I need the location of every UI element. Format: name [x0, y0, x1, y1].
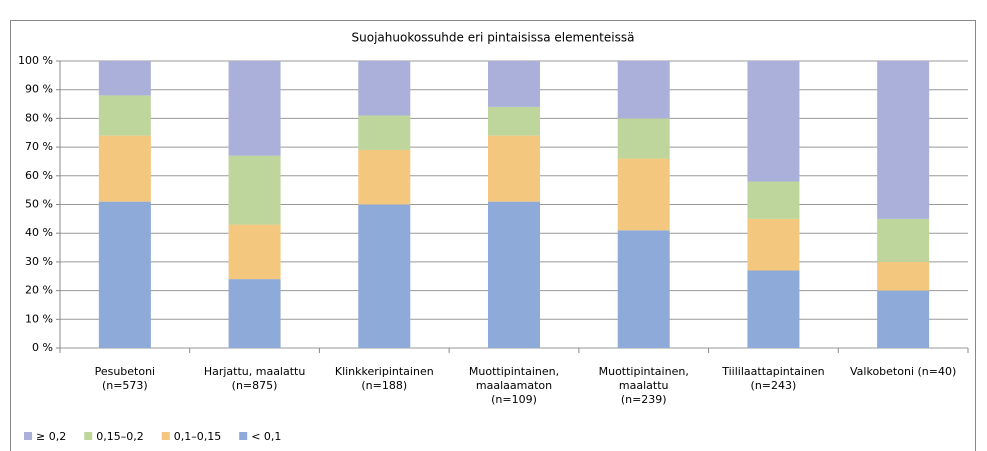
bar-segment	[877, 61, 930, 219]
bar-segment	[228, 155, 281, 225]
x-tick-label: Tiililaattapintainen	[721, 365, 824, 378]
bar-segment	[617, 61, 670, 119]
x-tick-label: Muottipintainen,	[599, 365, 689, 378]
y-tick-label: 50 %	[25, 198, 53, 211]
bar-segment	[877, 218, 930, 262]
y-tick-label: 90 %	[25, 83, 53, 96]
x-tick-label: (n=243)	[751, 379, 797, 392]
y-tick-label: 80 %	[25, 111, 53, 124]
bar-segment	[617, 230, 670, 348]
bar-segment	[98, 201, 151, 348]
bar-segment	[617, 158, 670, 231]
legend-swatch	[161, 432, 170, 440]
y-tick-label: 30 %	[25, 255, 53, 268]
bar-segment	[747, 181, 800, 219]
bar-segment	[488, 201, 540, 348]
legend-swatch	[84, 432, 93, 440]
legend-swatch	[24, 432, 32, 440]
x-tick-label: (n=239)	[621, 393, 667, 406]
x-tick-label: (n=188)	[361, 379, 407, 392]
bar-segment	[358, 115, 411, 150]
legend-label: < 0,1	[251, 430, 281, 443]
y-tick-label: 70 %	[25, 140, 53, 153]
legend-swatch	[239, 432, 248, 440]
legend-label: ≥ 0,2	[36, 430, 66, 443]
bar-segment	[877, 290, 930, 348]
x-tick-label: (n=109)	[491, 393, 537, 406]
bar-segment	[228, 279, 281, 348]
bar-segment	[358, 61, 411, 116]
y-tick-label: 100 %	[18, 54, 53, 67]
bar-segment	[98, 61, 151, 96]
bar-segment	[358, 204, 411, 348]
bar-segment	[747, 218, 800, 271]
x-tick-label: maalattu	[619, 379, 669, 392]
x-tick-label: Pesubetoni	[95, 365, 156, 378]
x-tick-label: maalaamaton	[476, 379, 552, 392]
y-tick-label: 40 %	[25, 226, 53, 239]
bar-segment	[747, 270, 800, 348]
bar-segment	[228, 61, 281, 156]
legend-label: 0,1–0,15	[174, 430, 222, 443]
y-tick-label: 10 %	[25, 312, 53, 325]
y-tick-label: 60 %	[25, 169, 53, 182]
bar-segment	[877, 261, 930, 291]
y-tick-label: 20 %	[25, 284, 53, 297]
bar-segment	[617, 118, 670, 159]
bar-segment	[358, 149, 411, 205]
legend-label: 0,15–0,2	[96, 430, 144, 443]
x-tick-label: Klinkkeripintainen	[335, 365, 434, 378]
bar-segment	[488, 106, 540, 136]
y-tick-label: 0 %	[32, 341, 53, 354]
x-tick-label: Harjattu, maalattu	[204, 365, 306, 378]
bar-segment	[98, 135, 151, 202]
x-tick-label: Muottipintainen,	[469, 365, 559, 378]
chart-title: Suojahuokossuhde eri pintaisissa element…	[352, 31, 635, 45]
bar-segment	[98, 95, 151, 136]
bar-segment	[228, 224, 281, 280]
x-tick-label: Valkobetoni (n=40)	[850, 365, 956, 378]
bar-segment	[488, 61, 540, 107]
bar-segment	[488, 135, 540, 202]
x-tick-label: (n=573)	[102, 379, 148, 392]
bar-segment	[747, 61, 800, 182]
x-tick-label: (n=875)	[232, 379, 278, 392]
